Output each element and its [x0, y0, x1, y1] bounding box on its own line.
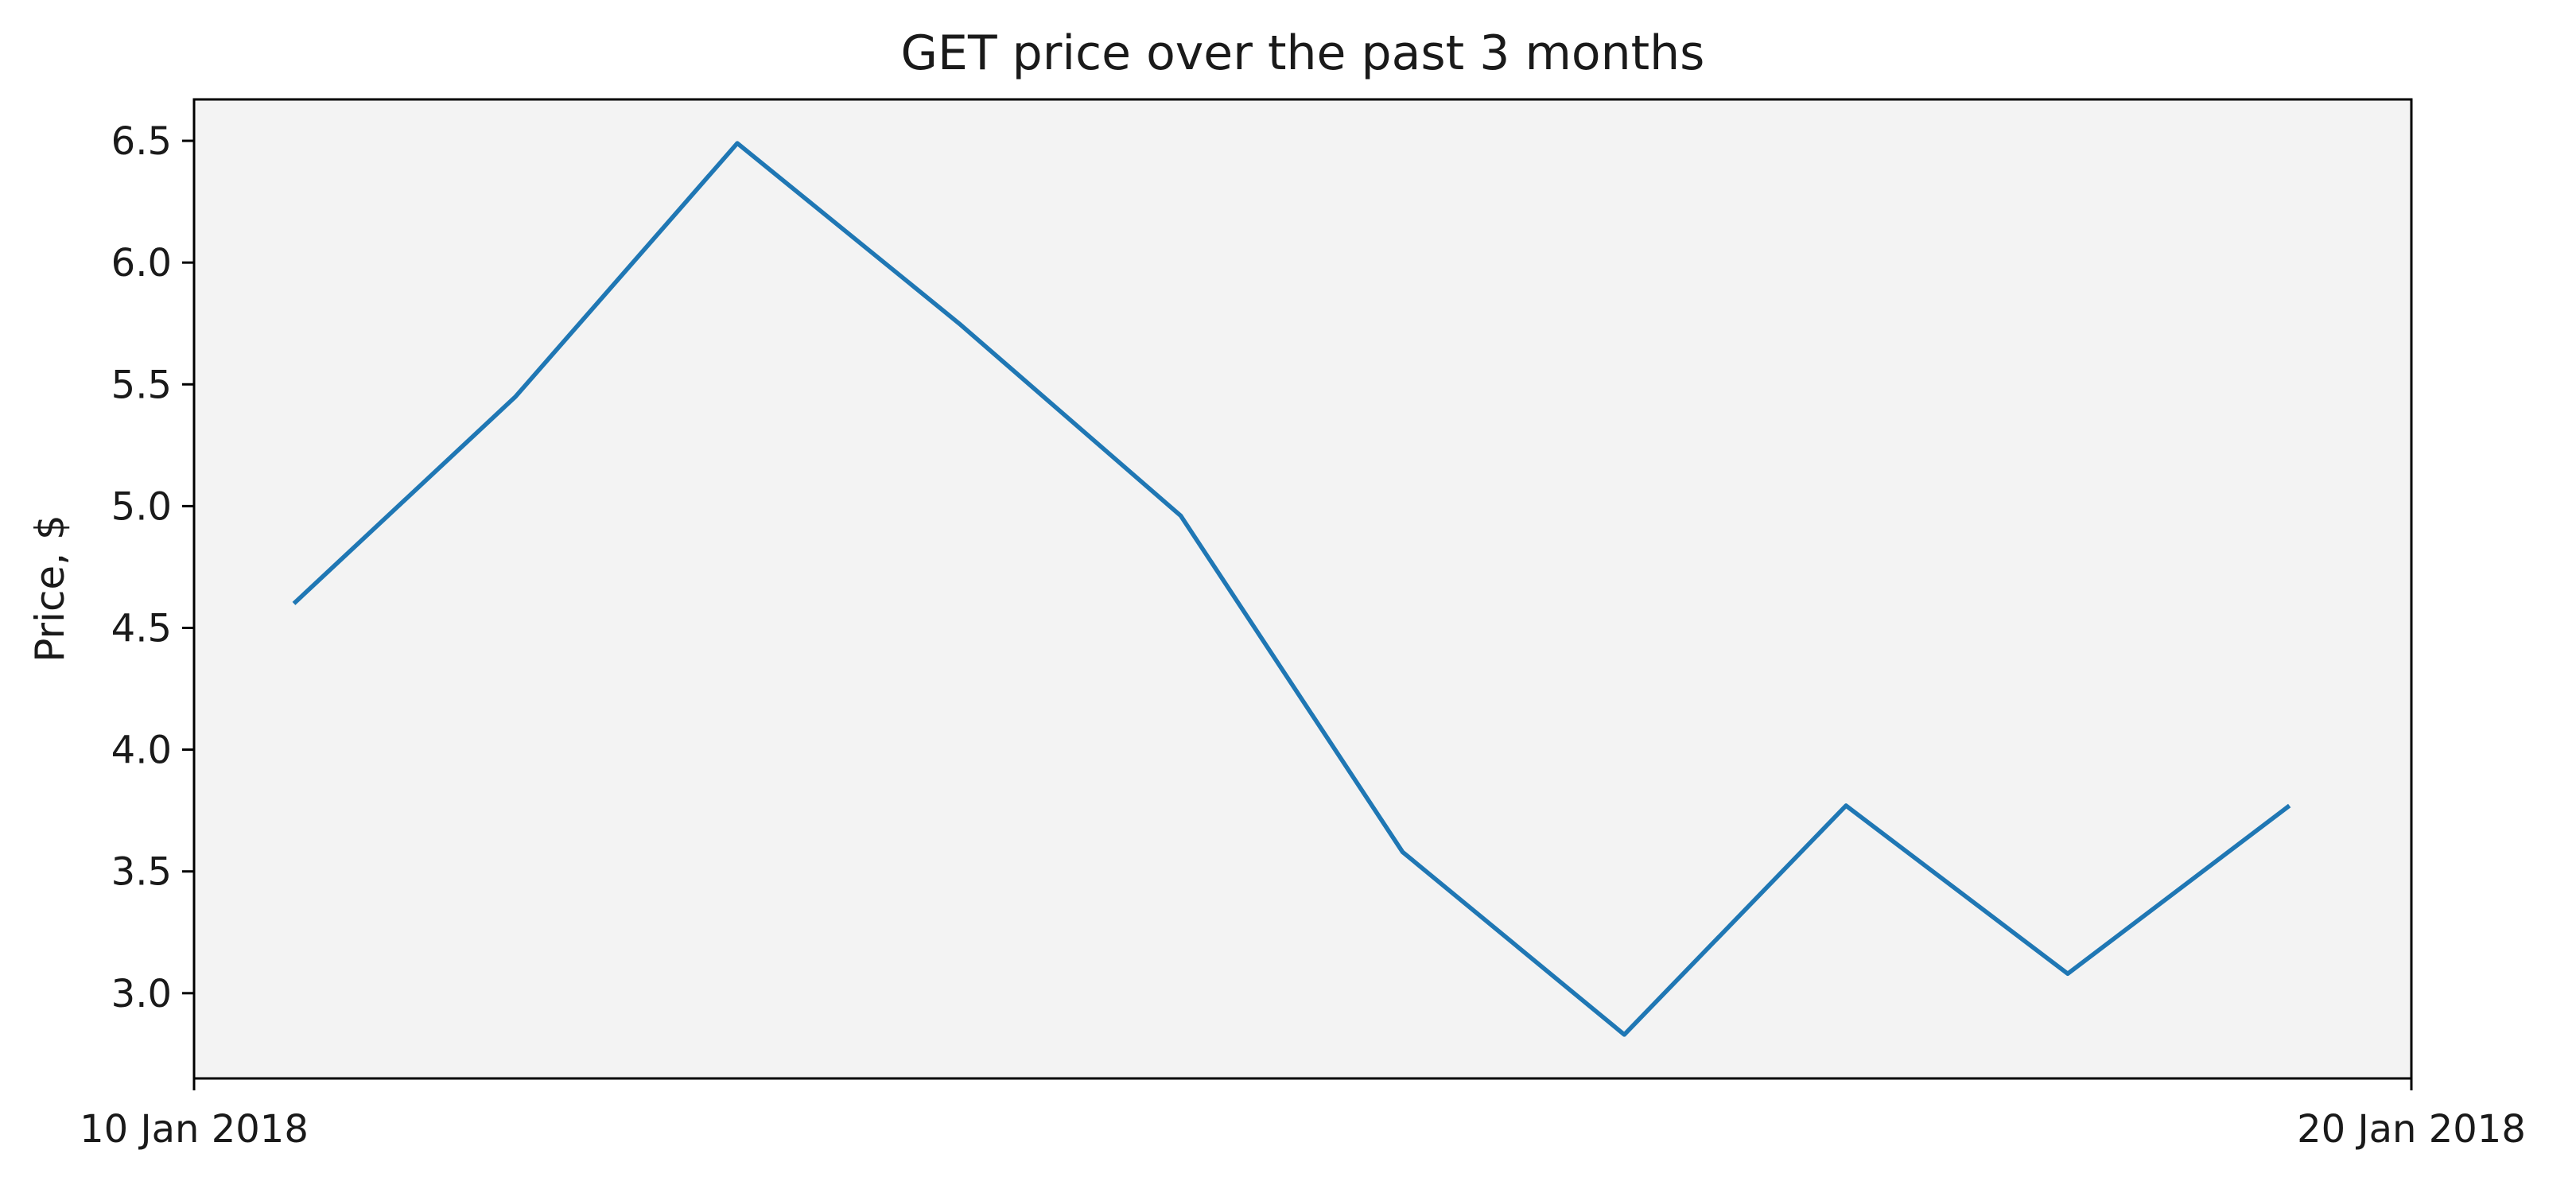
- plot-frame: [192, 98, 2413, 1080]
- x-axis: 10 Jan 2018 20 Jan 2018: [80, 1078, 2526, 1152]
- plot-area: [194, 99, 2411, 1078]
- data-points: [293, 143, 2290, 1035]
- chart-title: GET price over the past 3 months: [901, 25, 1705, 81]
- y-tick-label: 3.5: [111, 850, 172, 895]
- y-tick-label: 6.5: [111, 119, 172, 164]
- y-tick-label: 4.5: [111, 606, 172, 651]
- x-tick-label: 10 Jan 2018: [80, 1107, 309, 1152]
- y-tick-label: 4.0: [111, 728, 172, 773]
- series-line: [292, 141, 2291, 1037]
- y-tick-label: 5.5: [111, 363, 172, 407]
- y-tick-label: 3.0: [111, 972, 172, 1016]
- x-tick-label: 20 Jan 2018: [2297, 1107, 2526, 1152]
- y-axis: 3.0 3.5 4.0 4.5 5.0 5.5 6.0 6.5: [111, 119, 194, 1016]
- y-axis-label: Price, $: [27, 515, 73, 662]
- y-tick-label: 6.0: [111, 241, 172, 286]
- y-tick-label: 5.0: [111, 484, 172, 529]
